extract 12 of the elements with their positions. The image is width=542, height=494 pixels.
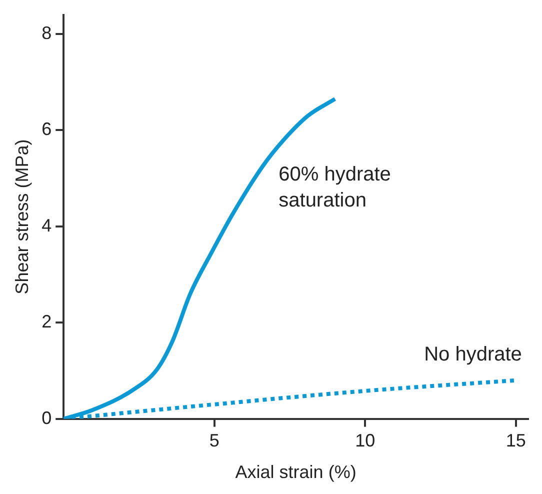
x-tick-label: 15 <box>506 430 526 451</box>
y-axis-title: Shear stress (MPa) <box>12 139 32 294</box>
series-label: 60% hydrate saturation <box>278 163 391 212</box>
x-tick-label: 10 <box>355 430 376 451</box>
series-label: No hydrate <box>424 343 522 366</box>
y-tick-label: 2 <box>42 312 52 332</box>
y-tick-label: 0 <box>42 408 52 428</box>
x-axis-title: Axial strain (%) <box>235 462 356 482</box>
y-tick-label: 4 <box>42 215 52 236</box>
y-tick-label: 8 <box>42 23 52 44</box>
x-tick-label: 5 <box>209 430 220 451</box>
y-tick-label: 6 <box>42 119 52 140</box>
